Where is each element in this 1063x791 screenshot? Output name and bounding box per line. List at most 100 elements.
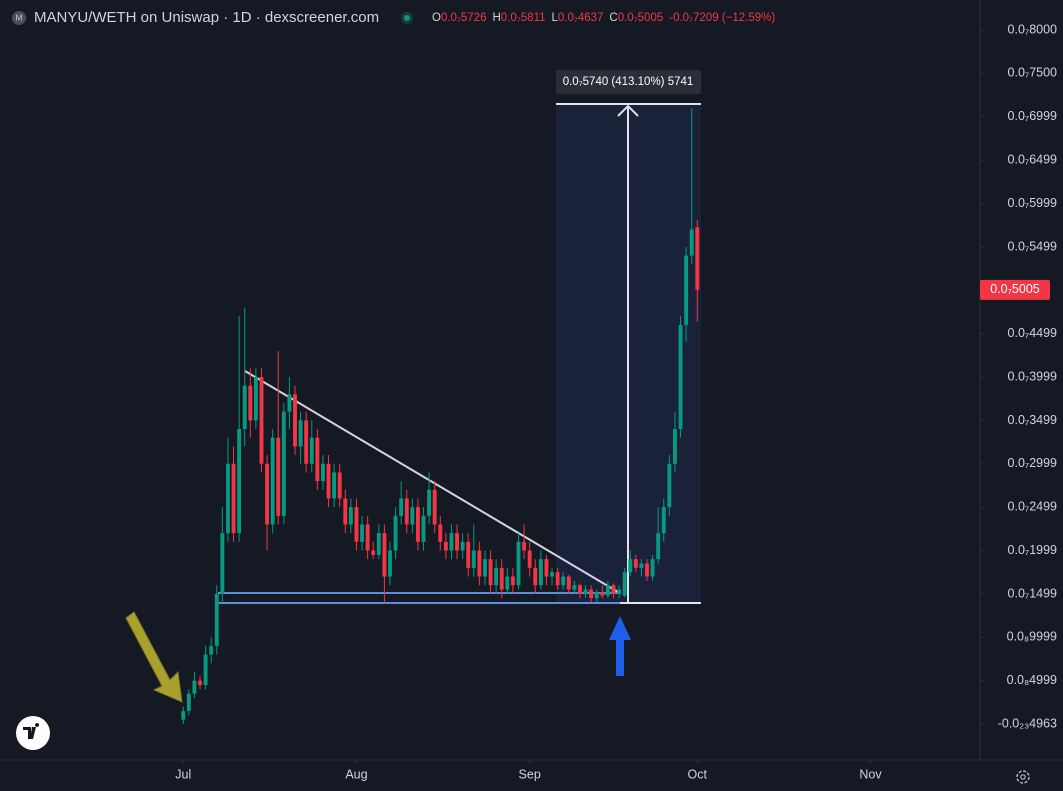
candle-body [488, 559, 493, 586]
trend-line [244, 370, 619, 593]
candle-body [360, 524, 365, 542]
y-tick-label: 0.0₇3499 [1008, 413, 1058, 427]
measure-arrow-head [617, 104, 639, 117]
candle-body [600, 592, 605, 596]
candle-body [298, 420, 303, 447]
candle-body [399, 498, 404, 516]
yellow-arrow [125, 611, 183, 703]
candle-body [443, 541, 448, 551]
candle-body [354, 507, 359, 542]
candle-body [253, 377, 258, 421]
x-tick-label: Nov [859, 767, 882, 781]
candle-body [231, 463, 236, 534]
candle-body [265, 463, 270, 525]
candle-body [566, 576, 571, 590]
candle-body [689, 229, 694, 256]
candle-body [695, 227, 700, 290]
candle-body [393, 515, 398, 551]
candle-body [415, 507, 420, 542]
candle-body [371, 550, 376, 555]
measure-label-box [556, 70, 701, 94]
candle-body [483, 559, 487, 577]
candle-body [650, 559, 655, 577]
candle-body [516, 541, 521, 586]
y-tick-label: 0.0₇6499 [1008, 153, 1058, 167]
candle-body [198, 680, 202, 685]
candle-body [594, 592, 599, 599]
candle-body [427, 489, 432, 516]
candle-body [365, 524, 370, 551]
x-tick-label: Jul [175, 767, 191, 781]
candle-body [248, 385, 253, 421]
ohlc-value: 0.0₇4637 [558, 12, 604, 24]
candle-body [337, 472, 342, 499]
settings-icon[interactable] [1016, 770, 1030, 784]
candle-body [192, 680, 197, 694]
candle-body [242, 385, 247, 430]
candle-body [432, 489, 437, 525]
candle-body [589, 589, 594, 599]
ohlc-key: C [609, 12, 617, 24]
y-tick-label: 0.0₇8000 [1008, 22, 1058, 36]
y-tick-label: 0.0₇1999 [1008, 543, 1058, 557]
candle-body [672, 429, 677, 464]
candle-body [326, 463, 331, 499]
y-tick-label: 0.0₇2499 [1008, 500, 1058, 514]
measure-label: 0.0₇5740 (413.10%) 5741 [563, 76, 694, 88]
chart-title: MANYU/WETH on Uniswap · 1D · dexscreener… [34, 9, 379, 26]
last-price-label: 0.0₇5005 [990, 282, 1040, 296]
candle-body [455, 533, 459, 551]
candle-body [572, 585, 577, 590]
candle-body [645, 563, 649, 577]
candle-body [276, 437, 281, 516]
candle-body [376, 533, 381, 555]
candle-body [633, 559, 638, 568]
candle-body [348, 507, 353, 525]
candle-body [460, 541, 465, 551]
y-tick-label: 0.0₇7500 [1008, 66, 1058, 80]
y-tick-label: 0.0₇5999 [1008, 196, 1058, 210]
candle-body [315, 437, 320, 482]
candle-body [309, 437, 314, 464]
candle-body [499, 567, 504, 590]
candle-body [404, 498, 409, 525]
candle-body [320, 463, 325, 482]
candle-body [388, 550, 392, 577]
candle-body [259, 377, 264, 464]
candle-body [622, 572, 627, 596]
candle-body [555, 572, 560, 586]
candle-body [527, 550, 532, 568]
ohlc-legend: O0.0₇5726 H0.0₇5811 L0.0₇4637 C0.0₇5005 -0.0… [432, 12, 775, 24]
candle-body [226, 463, 230, 534]
candle-body [628, 559, 633, 573]
candle-body [214, 593, 219, 646]
candle-body [661, 507, 666, 534]
candle-body [538, 559, 543, 586]
candle-body [466, 541, 471, 568]
candle-body [181, 710, 186, 720]
candle-body [678, 324, 683, 430]
candle-body [533, 567, 538, 586]
candle-body [684, 255, 689, 325]
candle-body [186, 693, 191, 711]
x-tick-label: Sep [519, 767, 541, 781]
y-tick-label: 0.0₈4999 [1007, 673, 1057, 687]
last-price-tag [980, 279, 1050, 300]
blue-arrow [609, 616, 631, 676]
ohlc-key: H [492, 12, 500, 24]
candle-body [281, 411, 286, 516]
candle-body [577, 585, 582, 594]
ohlc-value: 0.0₇5726 [441, 12, 487, 24]
candle-body [639, 563, 644, 568]
logo-mark [23, 723, 40, 739]
settings-icon-center[interactable] [1020, 774, 1026, 780]
x-tick-label: Oct [688, 767, 708, 781]
y-tick-label: -0.0₂₃4963 [998, 716, 1057, 730]
candle-body [220, 533, 225, 594]
candle-body [304, 420, 309, 464]
candle-body [332, 472, 337, 499]
candle-body [449, 533, 454, 551]
candle-body [544, 559, 549, 577]
